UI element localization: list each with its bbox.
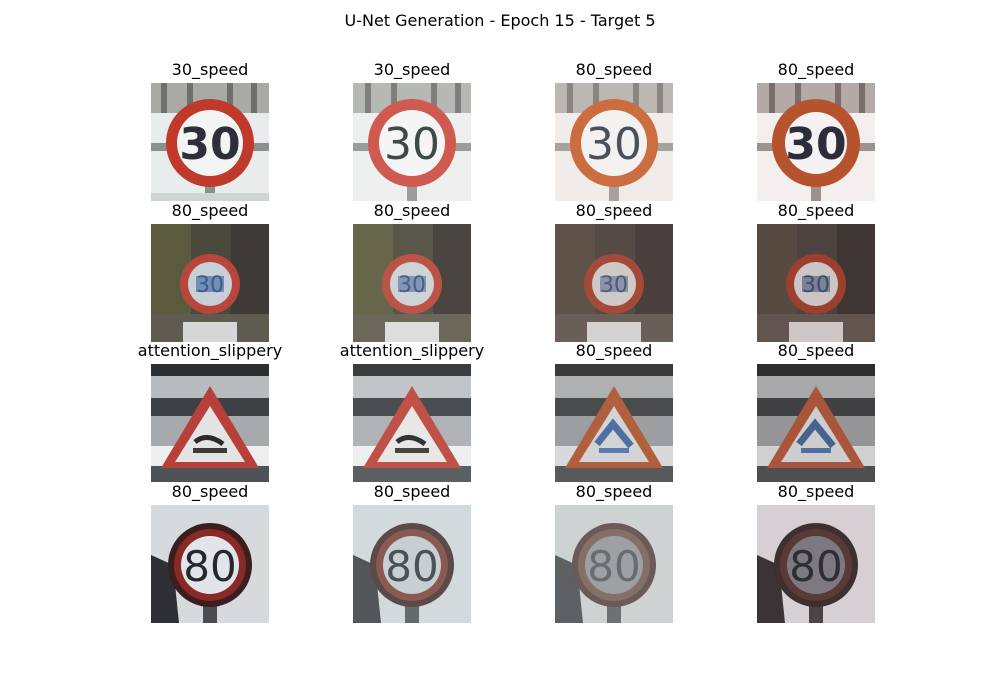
image-label: 80_speed	[777, 341, 855, 360]
image-label: 30_speed	[171, 60, 249, 79]
traffic-sign-image: 30	[353, 83, 471, 201]
image-label: 80_speed	[373, 482, 451, 501]
image-label: attention_slippery	[137, 341, 283, 360]
traffic-sign-image	[555, 364, 673, 482]
sign-number: 30	[785, 119, 846, 170]
sign-number: 30	[384, 119, 440, 170]
traffic-sign-image: 80	[757, 505, 875, 623]
image-label: attention_slippery	[339, 341, 485, 360]
traffic-sign-image: 80	[151, 505, 269, 623]
image-label: 80_speed	[373, 201, 451, 220]
sign-number: 80	[587, 542, 640, 591]
sign-number: 30	[600, 273, 628, 298]
sign-number: 30	[586, 119, 642, 170]
traffic-sign-image: 30	[555, 224, 673, 342]
sign-number: 30	[179, 119, 240, 170]
traffic-sign-image	[151, 364, 269, 482]
traffic-sign-image: 30	[757, 83, 875, 201]
image-label: 80_speed	[575, 341, 653, 360]
image-label: 80_speed	[171, 201, 249, 220]
sign-number: 30	[802, 273, 830, 298]
image-label: 80_speed	[777, 60, 855, 79]
traffic-sign-image: 30	[151, 83, 269, 201]
traffic-sign-image	[757, 364, 875, 482]
traffic-sign-image: 30	[757, 224, 875, 342]
image-label: 80_speed	[171, 482, 249, 501]
image-label: 80_speed	[575, 60, 653, 79]
image-label: 80_speed	[575, 482, 653, 501]
traffic-sign-image: 80	[555, 505, 673, 623]
traffic-sign-image: 80	[353, 505, 471, 623]
sign-number: 80	[183, 542, 236, 591]
traffic-sign-image: 30	[151, 224, 269, 342]
traffic-sign-image	[353, 364, 471, 482]
image-label: 80_speed	[777, 201, 855, 220]
image-label: 80_speed	[575, 201, 653, 220]
figure-title: U-Net Generation - Epoch 15 - Target 5	[344, 11, 656, 30]
traffic-sign-image: 30	[353, 224, 471, 342]
sign-number: 30	[398, 273, 426, 298]
image-label: 80_speed	[777, 482, 855, 501]
sign-number: 80	[385, 542, 438, 591]
sign-number: 30	[196, 273, 224, 298]
image-label: 30_speed	[373, 60, 451, 79]
traffic-sign-image: 30	[555, 83, 673, 201]
sign-number: 80	[789, 542, 842, 591]
